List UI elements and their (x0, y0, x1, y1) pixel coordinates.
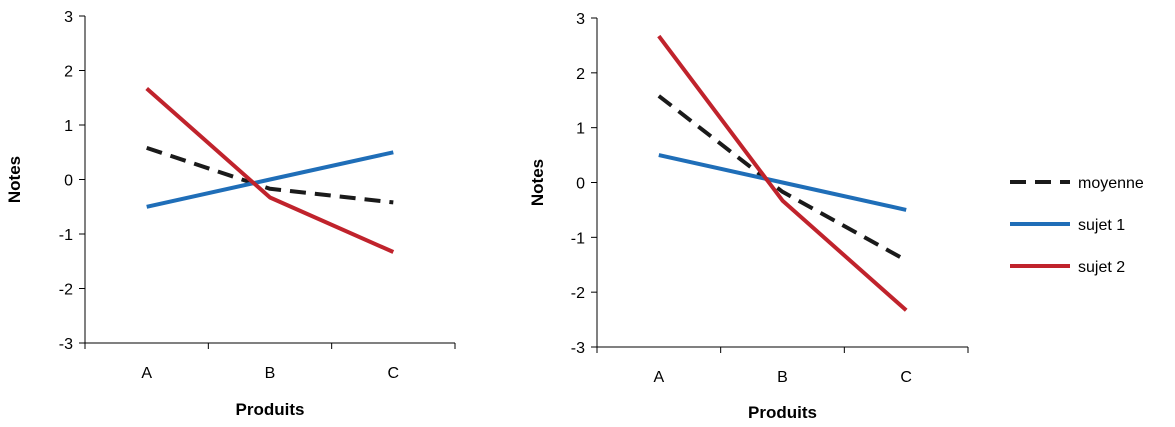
y-tick-label: 1 (576, 121, 585, 138)
x-tick-label: A (141, 365, 152, 382)
x-tick-label: B (777, 369, 788, 386)
y-axis-title: Notes (5, 156, 24, 203)
x-tick-label: B (265, 365, 276, 382)
series-line-sujet2 (145, 87, 395, 254)
x-tick-label: A (653, 369, 664, 386)
legend-label: sujet 2 (1078, 259, 1125, 276)
y-tick-label: -1 (571, 230, 585, 247)
series-line-sujet-2 (657, 34, 908, 312)
series-line-moyenne (657, 94, 908, 263)
y-tick-label: -3 (59, 336, 73, 353)
legend-label: sujet 1 (1078, 217, 1125, 234)
legend-label: moyenne (1078, 175, 1144, 192)
x-tick-label: C (900, 369, 912, 386)
legend: moyenne sujet 1 sujet 2 (1010, 175, 1144, 276)
y-tick-label: 0 (64, 173, 73, 190)
series-line-sujet1 (146, 150, 394, 209)
x-axis-title: Produits (236, 400, 305, 419)
y-tick-label: 2 (576, 66, 585, 83)
chart-panel-2: 3 2 1 0 -1 -2 -3 A B C Produits Notes moyenne sujet 1… (528, 11, 1144, 422)
series-line-sujet-1 (658, 153, 907, 212)
y-tick-label: 3 (64, 9, 73, 26)
x-tick-label: C (388, 365, 400, 382)
y-tick-label: 1 (64, 118, 73, 135)
y-tick-label: -1 (59, 227, 73, 244)
y-tick-label: 3 (576, 11, 585, 28)
y-axis-title: Notes (528, 159, 547, 206)
x-axis-title: Produits (748, 403, 817, 422)
y-tick-label: -2 (571, 285, 585, 302)
y-tick-label: 2 (64, 64, 73, 81)
y-tick-label: -2 (59, 282, 73, 299)
chart-panel-1: 3 2 1 0 -1 -2 -3 A B C Produits Notes (5, 9, 456, 419)
y-tick-label: -3 (571, 340, 585, 357)
y-tick-label: 0 (576, 176, 585, 193)
series-line-moyenne (146, 146, 394, 205)
